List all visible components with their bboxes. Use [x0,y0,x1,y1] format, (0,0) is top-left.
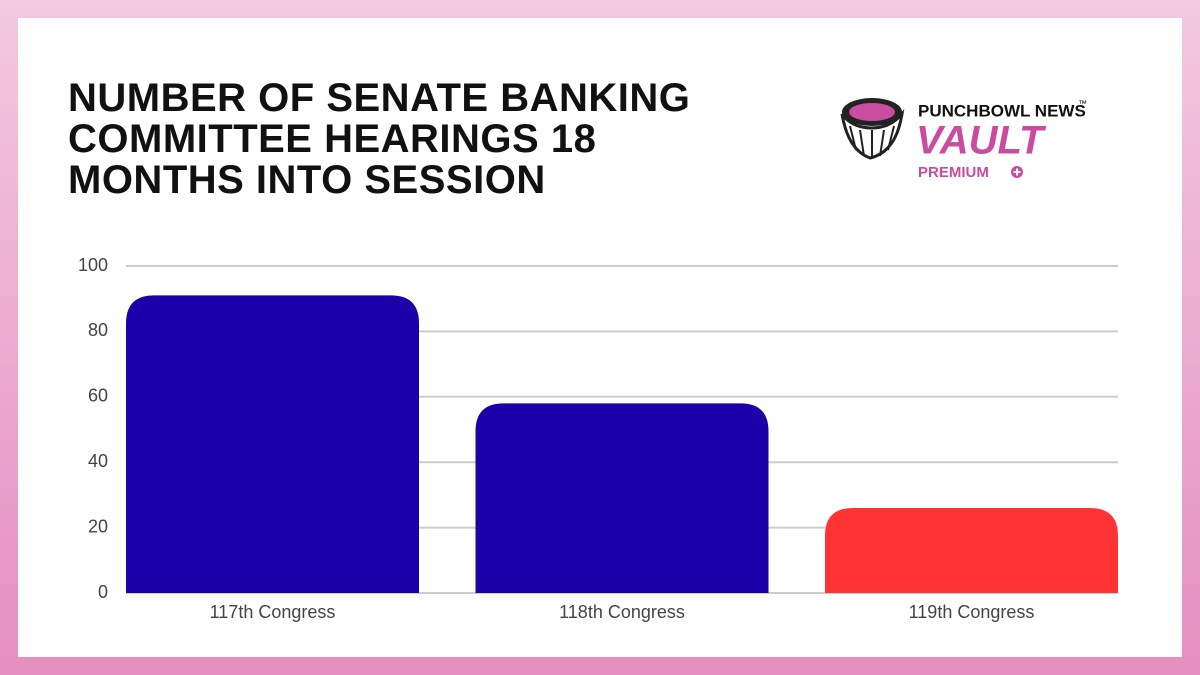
chart-title: NUMBER OF SENATE BANKING COMMITTEE HEARI… [68,76,691,202]
bar [825,507,1118,593]
x-tick-label: 119th Congress [909,602,1035,622]
y-tick-label: 60 [88,386,108,406]
x-tick-label: 117th Congress [210,602,336,622]
logo-trademark: ™ [1078,98,1087,108]
y-tick-label: 0 [98,582,108,602]
logo-tier: PREMIUM [918,164,989,181]
bar [126,295,419,593]
x-tick-label: 118th Congress [559,602,685,622]
bar [475,403,769,593]
logo-product: VAULT [916,119,1047,163]
logo-plus [1013,168,1021,176]
logo-cup-inside [849,103,895,121]
logo: PUNCHBOWL NEWS ™ VAULT PREMIUM [840,98,1087,181]
y-tick-label: 20 [88,516,108,536]
y-tick-label: 40 [88,451,108,471]
y-tick-label: 100 [78,255,108,275]
logo-cup-ridges [849,125,895,158]
y-tick-label: 80 [88,320,108,340]
logo-brand: PUNCHBOWL NEWS [918,101,1086,120]
